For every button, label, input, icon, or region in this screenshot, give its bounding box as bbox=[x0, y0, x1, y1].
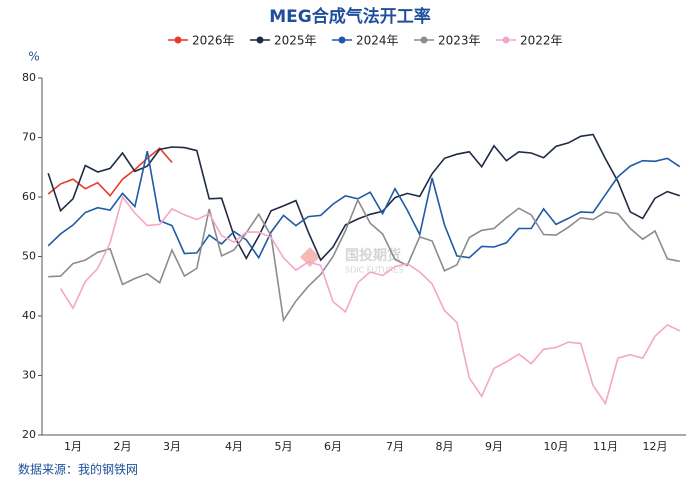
x-tick-label: 1月 bbox=[64, 440, 82, 453]
series-line bbox=[47, 151, 681, 260]
legend-item: 2025年 bbox=[250, 34, 317, 48]
legend-marker bbox=[256, 36, 264, 44]
x-tick-label: 3月 bbox=[163, 440, 181, 453]
y-tick-label: 20 bbox=[22, 428, 36, 441]
x-tick-label: 7月 bbox=[386, 440, 404, 453]
y-axis-label: % bbox=[28, 50, 39, 64]
legend-item: 2026年 bbox=[168, 34, 235, 48]
chart-title: MEG合成气法开工率 bbox=[269, 6, 430, 27]
source-note: 数据来源：我的钢铁网 bbox=[18, 462, 138, 477]
legend-label: 2022年 bbox=[520, 34, 563, 48]
y-tick-label: 70 bbox=[22, 131, 36, 144]
legend-marker bbox=[174, 36, 182, 44]
y-tick-label: 60 bbox=[22, 190, 36, 203]
legend-label: 2025年 bbox=[274, 34, 317, 48]
legend-label: 2026年 bbox=[192, 34, 235, 48]
legend-marker bbox=[420, 36, 428, 44]
legend-item: 2024年 bbox=[332, 34, 399, 48]
legend-marker bbox=[502, 36, 510, 44]
watermark: 国投期货 SDIC FUTURES bbox=[300, 247, 404, 275]
legend-label: 2024年 bbox=[356, 34, 399, 48]
legend-item: 2022年 bbox=[496, 34, 563, 48]
x-tick-label: 11月 bbox=[593, 440, 618, 453]
x-tick-label: 4月 bbox=[225, 440, 243, 453]
legend-item: 2023年 bbox=[414, 34, 481, 48]
series-line bbox=[47, 133, 681, 262]
legend-marker bbox=[338, 36, 346, 44]
legend-label: 2023年 bbox=[438, 34, 481, 48]
watermark-subtext: SDIC FUTURES bbox=[345, 266, 404, 275]
x-tick-label: 6月 bbox=[324, 440, 342, 453]
x-tick-label: 5月 bbox=[275, 440, 293, 453]
y-tick-label: 80 bbox=[22, 71, 36, 84]
series-line bbox=[48, 198, 680, 323]
series-line bbox=[47, 147, 173, 198]
x-tick-label: 10月 bbox=[543, 440, 568, 453]
watermark-logo bbox=[300, 247, 320, 267]
y-tick-label: 50 bbox=[22, 250, 36, 263]
x-tick-label: 8月 bbox=[436, 440, 454, 453]
series-line bbox=[59, 195, 681, 406]
x-tick-label: 9月 bbox=[485, 440, 503, 453]
x-tick-label: 2月 bbox=[114, 440, 132, 453]
y-tick-label: 40 bbox=[22, 309, 36, 322]
watermark-text: 国投期货 bbox=[345, 247, 401, 264]
x-tick-label: 12月 bbox=[643, 440, 668, 453]
y-tick-label: 30 bbox=[22, 369, 36, 382]
